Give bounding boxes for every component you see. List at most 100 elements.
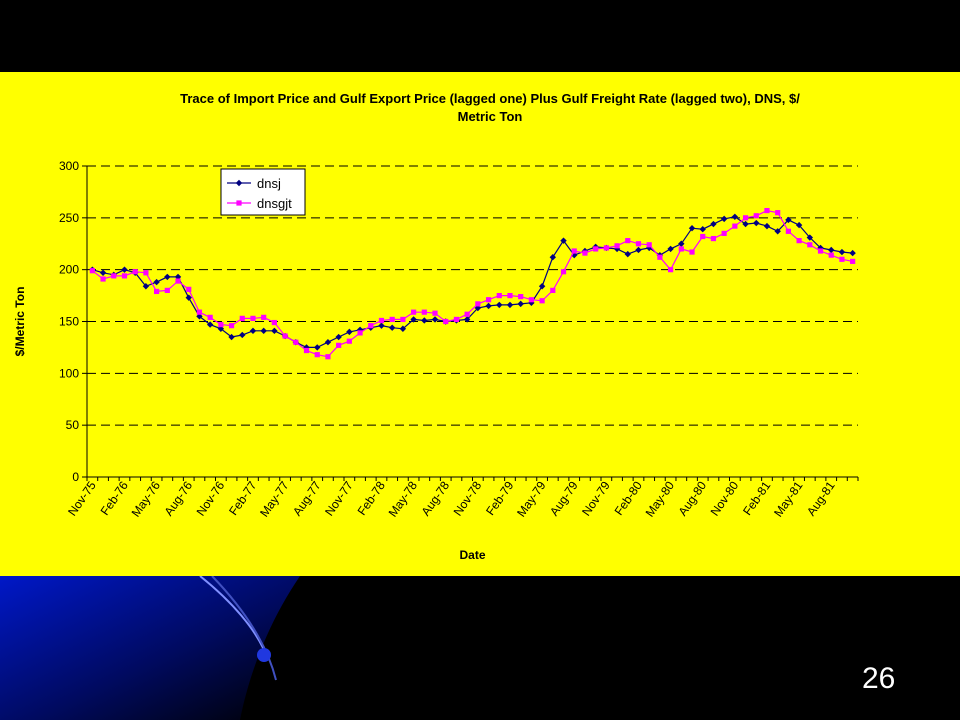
- data-point-dnsj: [378, 322, 385, 329]
- y-tick-label: 200: [59, 263, 79, 277]
- data-point-dnsj: [346, 328, 353, 336]
- data-point-dnsj: [421, 317, 428, 324]
- data-point-dnsj: [688, 225, 696, 232]
- y-axis-title: $/Metric Ton: [13, 287, 27, 357]
- slide-number: 26: [862, 662, 896, 695]
- data-point-dnsgjt: [100, 276, 106, 282]
- series-line-dnsgjt: [92, 209, 853, 358]
- data-point-dnsj: [624, 250, 631, 258]
- data-point-dnsgjt: [721, 230, 727, 236]
- data-point-dnsj: [314, 344, 321, 351]
- data-point-dnsgjt: [710, 235, 717, 242]
- data-point-dnsgjt: [378, 317, 385, 324]
- decorative-curve: [211, 575, 277, 681]
- data-point-dnsgjt: [796, 238, 802, 244]
- data-point-dnsgjt: [389, 316, 395, 323]
- data-point-dnsj: [249, 327, 257, 335]
- data-point-dnsgjt: [689, 249, 695, 255]
- data-point-dnsj: [849, 249, 856, 257]
- data-point-dnsgjt: [368, 323, 374, 329]
- data-point-dnsgjt: [732, 223, 738, 229]
- data-point-dnsgjt: [678, 246, 684, 252]
- x-tick-label: May-81: [771, 478, 806, 519]
- data-point-dnsgjt: [700, 233, 706, 240]
- data-point-dnsgjt: [485, 297, 492, 303]
- data-point-dnsj: [121, 266, 128, 273]
- data-point-dnsgjt: [507, 292, 513, 299]
- data-point-dnsgjt: [603, 245, 609, 251]
- data-point-dnsj: [335, 333, 342, 341]
- x-tick-label: Nov-79: [579, 478, 613, 518]
- x-tick-label: Feb-76: [98, 478, 131, 517]
- x-tick-label: Aug-81: [804, 478, 838, 518]
- y-tick-label: 100: [59, 366, 79, 380]
- data-point-dnsgjt: [496, 292, 502, 299]
- x-tick-label: Aug-77: [290, 478, 324, 518]
- data-point-dnsgjt: [742, 215, 749, 221]
- data-point-dnsgjt: [850, 258, 856, 264]
- line-chart: 050100150200250300Nov-75Feb-76May-76Aug-…: [13, 159, 859, 562]
- data-point-dnsgjt: [817, 248, 824, 254]
- data-point-dnsj: [667, 245, 674, 253]
- data-point-dnsgjt: [196, 309, 203, 315]
- y-tick-label: 300: [59, 159, 79, 173]
- data-point-dnsj: [399, 325, 407, 332]
- data-point-dnsgjt: [89, 268, 95, 274]
- data-point-dnsgjt: [646, 242, 652, 248]
- data-point-dnsgjt: [518, 294, 524, 300]
- data-point-dnsgjt: [560, 269, 567, 275]
- data-point-dnsgjt: [839, 256, 845, 262]
- data-point-dnsgjt: [282, 333, 288, 339]
- x-tick-label: May-80: [643, 478, 678, 519]
- x-tick-label: Feb-78: [355, 478, 388, 517]
- data-point-dnsj: [153, 278, 160, 286]
- data-point-dnsgjt: [121, 273, 128, 279]
- x-tick-label: Feb-81: [740, 478, 773, 517]
- x-tick-label: May-79: [514, 478, 549, 519]
- chart-title: Trace of Import Price and Gulf Export Pr…: [80, 90, 900, 126]
- data-point-dnsgjt: [550, 287, 556, 293]
- x-tick-label: Aug-78: [419, 478, 453, 518]
- data-point-dnsgjt: [218, 322, 224, 328]
- data-point-dnsgjt: [132, 269, 138, 275]
- legend-marker-dnsgjt: [236, 200, 242, 206]
- x-tick-label: Nov-75: [65, 478, 99, 518]
- data-point-dnsgjt: [143, 270, 149, 276]
- data-point-dnsj: [763, 222, 771, 230]
- legend-marker-dnsj: [235, 179, 243, 187]
- data-point-dnsj: [206, 321, 214, 328]
- data-point-dnsgjt: [207, 314, 213, 320]
- data-point-dnsgjt: [453, 316, 460, 323]
- x-tick-label: Nov-80: [708, 478, 742, 518]
- data-point-dnsgjt: [828, 252, 834, 258]
- x-tick-label: Aug-80: [676, 478, 710, 518]
- data-point-dnsgjt: [657, 254, 663, 260]
- data-point-dnsj: [710, 220, 717, 228]
- x-tick-label: May-76: [129, 478, 164, 519]
- data-point-dnsgjt: [539, 298, 545, 304]
- data-point-dnsj: [185, 294, 192, 301]
- data-point-dnsgjt: [357, 330, 363, 336]
- y-tick-label: 250: [59, 211, 79, 225]
- data-point-dnsgjt: [314, 352, 320, 358]
- series-line-dnsj: [92, 216, 853, 348]
- data-point-dnsgjt: [261, 314, 267, 320]
- data-point-dnsj: [699, 226, 706, 233]
- chart-panel: [0, 72, 960, 576]
- data-point-dnsgjt: [250, 315, 256, 321]
- data-point-dnsj: [828, 246, 835, 254]
- data-point-dnsj: [635, 246, 642, 254]
- x-tick-label: Aug-79: [547, 478, 581, 518]
- data-point-dnsj: [506, 301, 514, 309]
- data-point-dnsgjt: [528, 297, 534, 303]
- data-point-dnsj: [388, 324, 396, 331]
- data-point-dnsgjt: [668, 267, 674, 273]
- data-point-dnsj: [164, 273, 171, 281]
- data-point-dnsgjt: [571, 248, 577, 254]
- legend-box: [220, 168, 306, 216]
- y-tick-label: 0: [72, 470, 79, 484]
- data-point-dnsj: [260, 327, 267, 335]
- chart-title-line-2: Metric Ton: [457, 109, 523, 124]
- data-point-dnsj: [806, 234, 814, 241]
